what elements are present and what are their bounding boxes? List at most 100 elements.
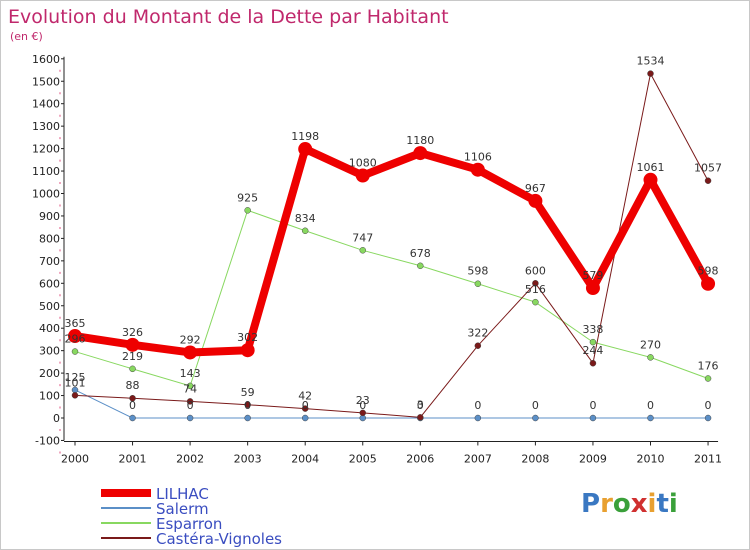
data-label: 598	[698, 265, 719, 278]
data-label: 296	[65, 333, 86, 346]
x-tick-label: 2006	[406, 452, 434, 465]
data-label: 365	[65, 317, 86, 330]
y-tick-label: -100	[35, 434, 60, 447]
data-point	[355, 168, 370, 183]
data-label: 0	[187, 399, 194, 412]
data-label: 1534	[637, 55, 665, 68]
y-tick-label: 1100	[32, 165, 60, 178]
y-tick-label: 900	[39, 210, 60, 223]
data-point	[244, 414, 251, 422]
data-point	[532, 414, 539, 422]
data-label: 834	[295, 212, 316, 225]
x-tick-label: 2008	[521, 452, 549, 465]
proxiti-logo: Proxiti	[581, 489, 678, 519]
data-label: 0	[302, 399, 309, 412]
y-tick-label: 100	[39, 390, 60, 403]
data-point	[125, 337, 140, 352]
data-point	[301, 414, 309, 422]
legend-label: Castéra-Vignoles	[156, 530, 282, 548]
data-point	[71, 348, 79, 355]
y-tick-label: 200	[39, 367, 60, 380]
data-point	[129, 414, 136, 422]
data-label: 1080	[349, 157, 377, 170]
data-point	[474, 414, 482, 422]
logo-letter: i	[647, 489, 657, 519]
data-label: 0	[532, 399, 539, 412]
legend-label: Esparron	[156, 515, 222, 533]
logo-letter: t	[656, 489, 669, 519]
y-tick-label: 300	[39, 345, 60, 358]
data-point	[474, 280, 482, 287]
x-tick-label: 2002	[176, 452, 204, 465]
data-label: 270	[640, 338, 661, 351]
data-label: 42	[298, 390, 312, 403]
data-point	[244, 207, 251, 214]
data-label: 600	[525, 264, 546, 277]
data-point	[413, 146, 428, 161]
data-point	[183, 345, 198, 360]
data-point	[129, 394, 136, 402]
data-label: 516	[525, 283, 546, 296]
logo-letter: x	[630, 489, 648, 519]
data-point	[298, 142, 313, 157]
series-line-lilhac	[74, 145, 712, 357]
data-point	[704, 414, 712, 422]
data-label: 322	[467, 327, 488, 340]
data-label: 0	[359, 399, 366, 412]
x-tick-label: 2010	[637, 452, 665, 465]
data-point	[585, 281, 600, 296]
data-label: 0	[417, 399, 424, 412]
data-point	[186, 398, 194, 405]
data-point	[359, 409, 366, 417]
data-point	[647, 354, 654, 361]
data-label: 0	[129, 399, 136, 412]
data-label: 1198	[291, 130, 319, 143]
data-point	[186, 382, 194, 390]
data-label: 1061	[637, 161, 665, 174]
data-label: 74	[183, 382, 197, 395]
data-label: 302	[237, 331, 258, 344]
data-label: 0	[474, 399, 481, 412]
data-point	[68, 329, 82, 344]
data-point	[647, 70, 654, 77]
x-tick-label: 2004	[291, 452, 319, 465]
x-tick-label: 2005	[349, 452, 377, 465]
data-point	[244, 401, 251, 409]
data-label: 59	[241, 386, 255, 399]
data-label: 176	[698, 359, 719, 372]
data-label: 925	[237, 191, 258, 204]
y-tick-label: 1300	[32, 120, 60, 133]
data-label: 0	[647, 399, 654, 412]
chart-title: Evolution du Montant de la Dette par Hab…	[8, 6, 449, 28]
x-tick-label: 2011	[694, 452, 722, 465]
data-label: 338	[582, 323, 603, 336]
legend-label: Salerm	[156, 500, 209, 518]
data-label: 125	[65, 371, 86, 384]
data-label: 219	[122, 350, 143, 363]
data-label: 3	[417, 398, 424, 411]
data-label: 579	[582, 269, 603, 282]
data-point	[71, 392, 79, 399]
chart-unit-label: (en €)	[10, 30, 43, 43]
data-label: 1057	[694, 162, 722, 175]
data-point	[359, 247, 366, 254]
data-point	[240, 343, 255, 358]
logo-letter: o	[612, 489, 631, 519]
data-label: 23	[356, 394, 370, 407]
y-tick-label: 1500	[32, 75, 60, 88]
x-tick-label: 2003	[234, 452, 262, 465]
data-label: 0	[705, 399, 712, 412]
data-point	[528, 193, 543, 208]
data-point	[532, 280, 539, 287]
legend-label: LILHAC	[156, 485, 209, 503]
y-tick-label: 1200	[32, 143, 60, 156]
series-line-salerm	[74, 389, 709, 419]
series-line-cast-ra-vignoles	[74, 73, 709, 418]
x-tick-label: 2007	[464, 452, 492, 465]
y-tick-label: 800	[39, 232, 60, 245]
data-point	[470, 162, 485, 177]
data-point	[532, 298, 539, 306]
data-point	[129, 365, 136, 373]
data-label: 0	[244, 399, 251, 412]
